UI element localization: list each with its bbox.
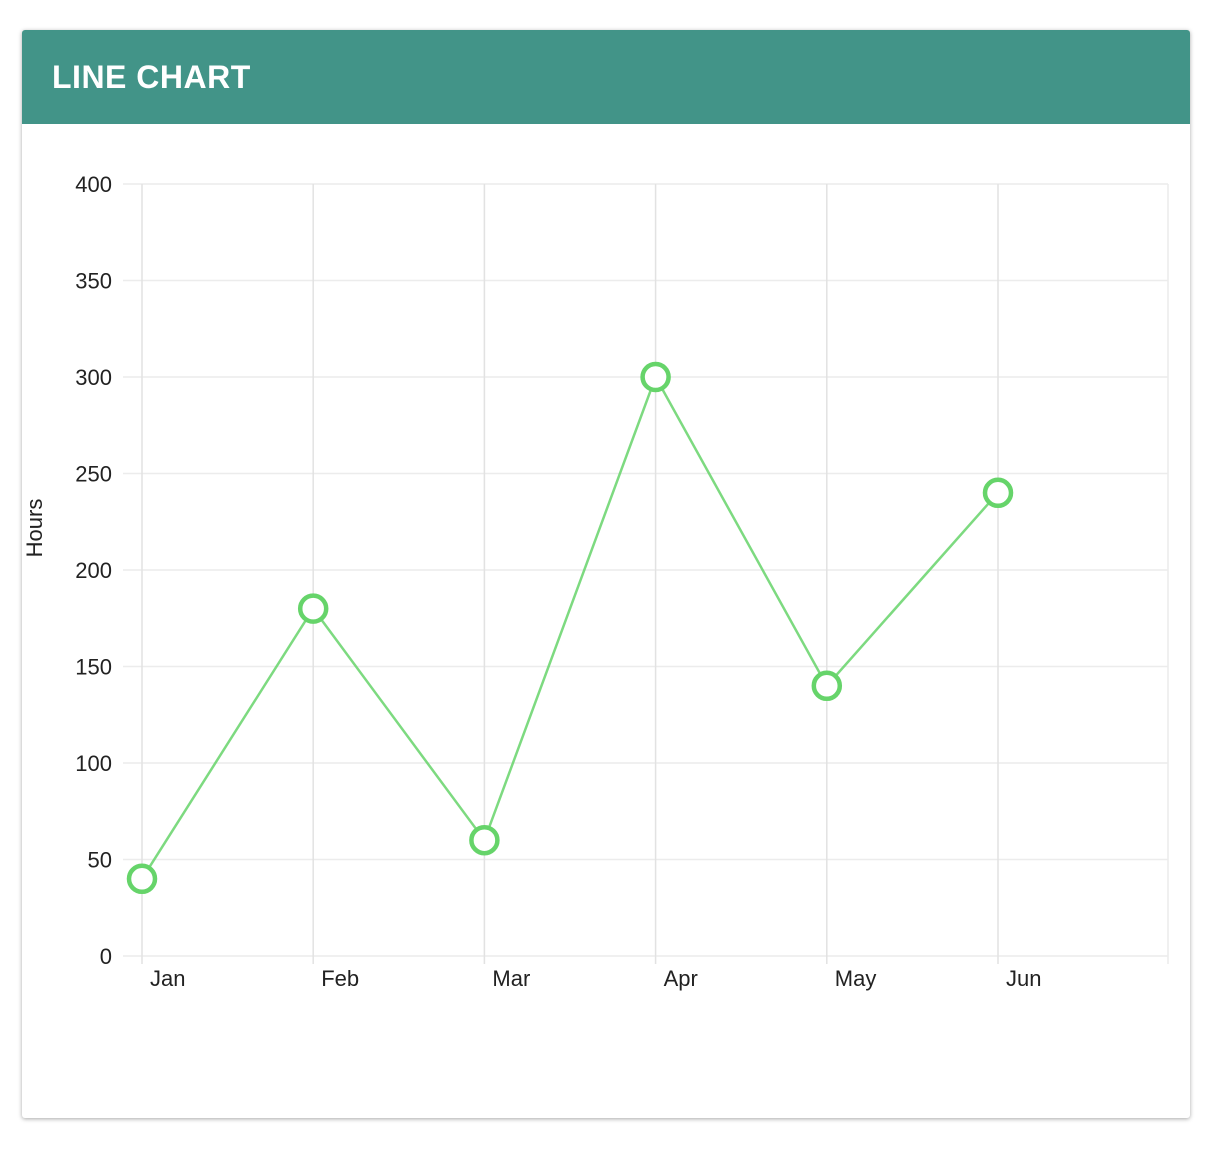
data-point[interactable]: [982, 477, 1014, 509]
data-point[interactable]: [126, 863, 158, 895]
y-tick-label: 50: [88, 848, 112, 873]
x-tick-label: Feb: [321, 966, 359, 991]
x-tick-label: May: [835, 966, 877, 991]
chart-grid: [123, 183, 1169, 964]
y-axis-title: Hours: [22, 499, 47, 558]
data-point[interactable]: [811, 670, 843, 702]
series-line: [140, 374, 999, 880]
card-title: LINE CHART: [52, 58, 251, 95]
card-header: LINE CHART: [22, 30, 1190, 124]
y-tick-label: 300: [75, 365, 112, 390]
x-tick-label: Jan: [150, 966, 185, 991]
y-tick-label: 200: [75, 558, 112, 583]
y-tick-label: 0: [100, 944, 112, 969]
data-point[interactable]: [297, 593, 329, 624]
x-tick-label: Apr: [664, 966, 698, 991]
y-tick-label: 350: [75, 269, 112, 294]
y-tick-label: 100: [75, 751, 112, 776]
y-tick-label: 250: [75, 462, 112, 487]
chart-series: [126, 361, 1014, 895]
y-tick-label: 150: [75, 655, 112, 680]
data-point[interactable]: [469, 824, 500, 856]
x-tick-label: Mar: [492, 966, 530, 991]
chart-axes: Hours 0 50 100 150 200 250 300 350 400 Jan Feb Mar A…: [22, 172, 1041, 991]
data-point[interactable]: [640, 361, 671, 393]
line-chart-card: LINE CHART: [22, 30, 1190, 1118]
y-tick-label: 400: [75, 172, 112, 197]
x-tick-label: Jun: [1006, 966, 1041, 991]
